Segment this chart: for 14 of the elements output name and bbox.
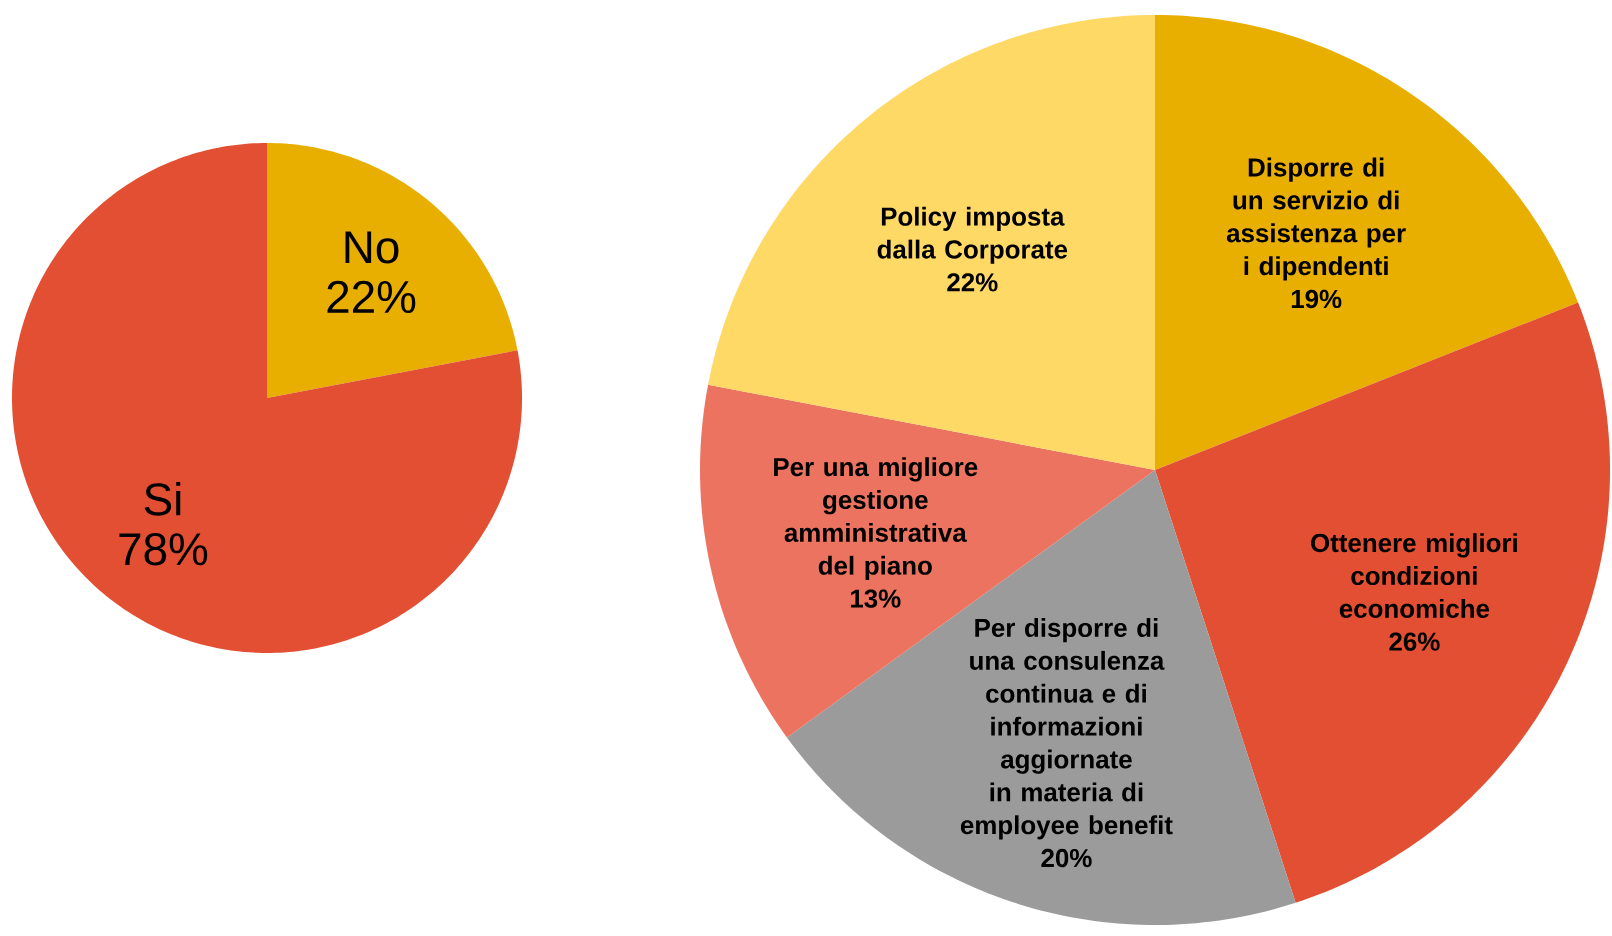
data-label: 78% [119, 533, 208, 566]
slice-label: Si [144, 482, 181, 516]
slice-label: No [345, 231, 399, 264]
data-label: 13% [850, 589, 901, 608]
slice-label: Disporre di un servizio di assistenza per i dipendenti [1226, 157, 1406, 281]
data-label: 22% [327, 280, 416, 314]
data-label: 26% [1389, 632, 1440, 651]
slice-label: Per una migliore gestione amministrativa del piano [774, 457, 978, 580]
data-label: 22% [947, 273, 998, 292]
slice-label: Ottenere migliori condizioni economiche [1311, 533, 1517, 618]
slice-label: Per disporre di una consulenza continua e di informazioni aggiornate in materia di employee benefit [960, 618, 1173, 840]
data-label: 19% [1291, 289, 1342, 309]
slice-label: Policy imposta dalla Corporate [877, 206, 1068, 264]
data-label: 20% [1041, 848, 1092, 868]
